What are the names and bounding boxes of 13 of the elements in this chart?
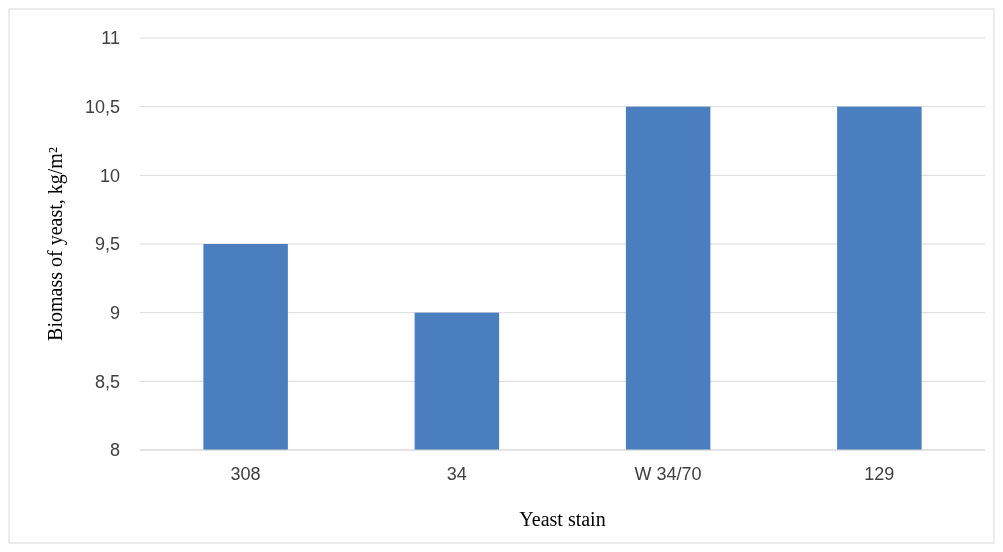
y-tick-label: 8,5 xyxy=(94,371,120,392)
y-tick-label: 8 xyxy=(109,440,120,461)
y-axis-title: Biomass of yeast, kg/m² xyxy=(44,147,67,341)
x-tick-label: 34 xyxy=(446,464,467,484)
y-tick-label: 11 xyxy=(101,28,120,49)
y-tick-label: 9 xyxy=(109,302,120,323)
x-tick-label: 129 xyxy=(864,464,895,484)
x-axis-title: Yeast stain xyxy=(519,508,606,530)
y-tick-label: 9,5 xyxy=(94,234,120,255)
x-tick-label: 308 xyxy=(230,464,261,484)
x-tick-label: W 34/70 xyxy=(634,464,702,484)
y-tick-label: 10 xyxy=(99,165,120,186)
y-tick-label: 10,5 xyxy=(84,96,120,117)
